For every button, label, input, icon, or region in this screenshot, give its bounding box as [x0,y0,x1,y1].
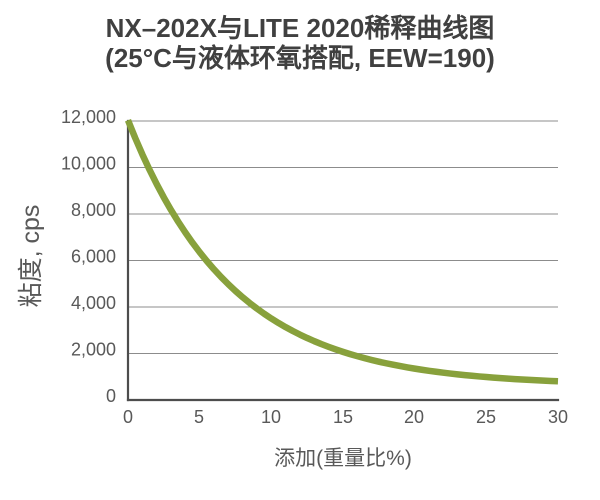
svg-text:10,000: 10,000 [61,154,116,174]
svg-text:30: 30 [548,407,568,427]
svg-text:4,000: 4,000 [71,293,116,313]
svg-text:20: 20 [404,407,424,427]
svg-text:2,000: 2,000 [71,340,116,360]
svg-text:12,000: 12,000 [61,107,116,127]
svg-text:6,000: 6,000 [71,247,116,267]
svg-text:0: 0 [123,407,133,427]
svg-text:8,000: 8,000 [71,200,116,220]
svg-text:15: 15 [333,407,353,427]
svg-text:10: 10 [261,407,281,427]
svg-text:25: 25 [476,407,496,427]
svg-text:0: 0 [106,386,116,406]
svg-text:5: 5 [194,407,204,427]
